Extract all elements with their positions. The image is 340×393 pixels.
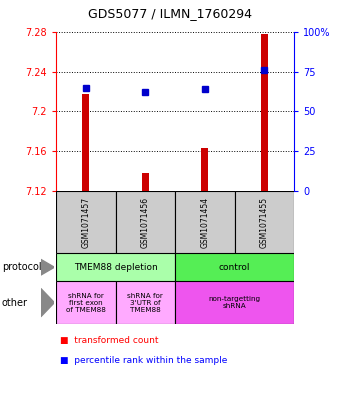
Text: GSM1071455: GSM1071455 [260,196,269,248]
Bar [261,34,268,191]
Bar [142,173,149,191]
Bar [116,281,175,324]
Polygon shape [41,288,54,317]
Text: protocol: protocol [2,262,41,272]
Text: TMEM88 depletion: TMEM88 depletion [74,263,157,272]
Text: shRNA for
3'UTR of
TMEM88: shRNA for 3'UTR of TMEM88 [128,293,163,312]
Text: shRNA for
first exon
of TMEM88: shRNA for first exon of TMEM88 [66,293,106,312]
Text: GSM1071456: GSM1071456 [141,196,150,248]
Bar [175,191,235,253]
Text: other: other [2,298,28,308]
Text: GSM1071457: GSM1071457 [81,196,90,248]
Bar [56,253,175,281]
Text: control: control [219,263,250,272]
Bar [82,94,89,191]
Bar [56,191,116,253]
Bar [201,148,208,191]
Bar [116,191,175,253]
Bar [175,281,294,324]
Text: non-targetting
shRNA: non-targetting shRNA [208,296,261,309]
Text: GSM1071454: GSM1071454 [200,196,209,248]
Text: ■  transformed count: ■ transformed count [59,336,158,345]
Bar [56,281,116,324]
Bar [175,253,294,281]
Polygon shape [41,259,54,275]
Bar [235,191,294,253]
Text: ■  percentile rank within the sample: ■ percentile rank within the sample [59,356,227,365]
Text: GDS5077 / ILMN_1760294: GDS5077 / ILMN_1760294 [88,7,252,20]
